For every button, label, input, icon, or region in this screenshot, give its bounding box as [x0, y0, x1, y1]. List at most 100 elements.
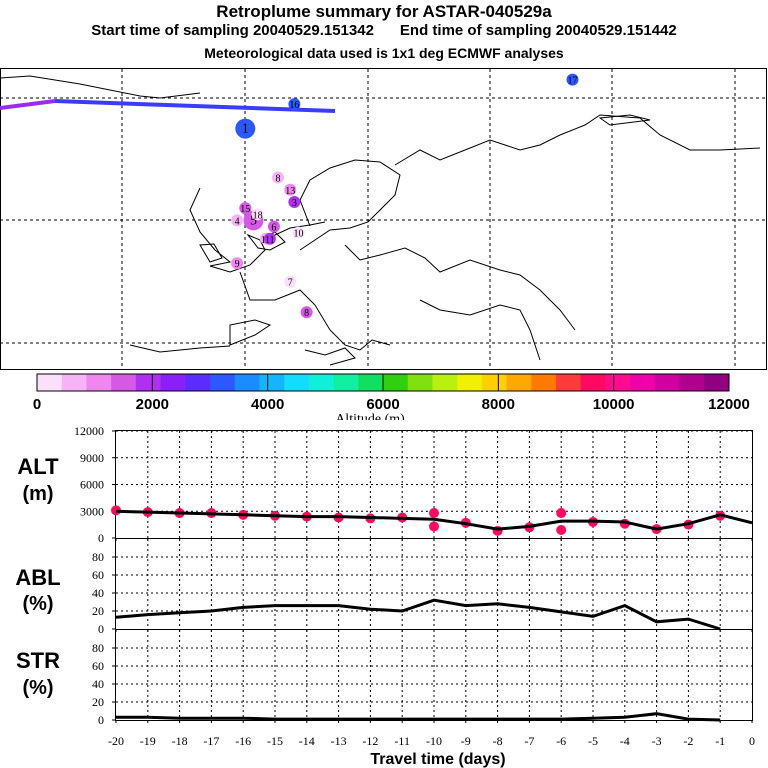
colorbar-swatch — [556, 374, 582, 391]
cluster-number: 6 — [271, 223, 276, 234]
colorbar-tick-label: 4000 — [251, 396, 284, 413]
cluster-number: 9 — [235, 259, 240, 270]
y-tick-label: 80 — [92, 550, 104, 564]
x-tick-label: -10 — [426, 734, 442, 748]
colorbar-swatch — [407, 374, 433, 391]
y-tick-label: 3000 — [80, 504, 104, 518]
cluster-number: 13 — [285, 186, 295, 197]
str-panel: STR (%) — [16, 629, 753, 721]
colorbar-swatch — [704, 374, 730, 391]
cluster-marker — [239, 202, 252, 215]
colorbar-tick-label: 6000 — [366, 396, 399, 413]
colorbar-tick-label: 2000 — [136, 396, 169, 413]
colorbar-swatch — [234, 374, 260, 391]
x-tick-label: -6 — [556, 734, 566, 748]
colorbar-swatch — [358, 374, 384, 391]
x-tick-label: 0 — [749, 734, 755, 748]
x-tick-label: -11 — [394, 734, 410, 748]
colorbar-swatch — [37, 374, 63, 391]
y-tick-label: 40 — [92, 677, 104, 691]
colorbar-label: Altitude (m) — [335, 412, 405, 420]
cluster-marker — [231, 257, 244, 270]
colorbar-swatch — [160, 374, 186, 391]
colorbar-swatch — [111, 374, 137, 391]
met-data-note: Meteorological data used is 1x1 deg ECMW… — [204, 45, 564, 61]
x-tick-label: -19 — [140, 734, 156, 748]
colorbar-swatch — [86, 374, 112, 391]
alt-scatter-point — [556, 524, 567, 535]
colorbar-swatch — [531, 374, 557, 391]
cluster-marker — [251, 208, 264, 221]
cluster-number: 4 — [235, 216, 240, 227]
x-tick-label: -12 — [362, 734, 378, 748]
series-line-str — [116, 712, 721, 722]
y-tick-label: 60 — [92, 568, 104, 582]
colorbar-tick-label: 0 — [33, 396, 41, 413]
colorbar-swatch — [605, 374, 631, 391]
cluster-marker — [272, 171, 285, 184]
series-line-abl — [115, 598, 721, 631]
panel-marks: 030006000900012000020406080020406080-20-… — [74, 424, 755, 748]
map-frame — [0, 68, 767, 370]
altitude-colorbar: 0 2000 4000 6000 8000 10000 12000 — [33, 373, 750, 413]
colorbar-swatch — [383, 374, 409, 391]
cluster-number: 17 — [568, 76, 578, 87]
colorbar-tick-label: 10000 — [593, 396, 635, 413]
str-label: STR — [16, 648, 60, 673]
cluster-number: 5 — [250, 213, 257, 228]
abl-label: ABL — [15, 565, 60, 590]
cluster-marker — [235, 118, 256, 139]
y-tick-label: 12000 — [74, 424, 104, 438]
y-tick-label: 0 — [98, 531, 104, 545]
cluster-number: 8 — [304, 308, 309, 319]
y-tick-label: 6000 — [80, 478, 104, 492]
x-tick-label: -8 — [493, 734, 503, 748]
x-tick-label: -15 — [267, 734, 283, 748]
str-unit: (%) — [22, 677, 53, 699]
colorbar-swatch — [506, 374, 532, 391]
colorbar-swatch — [481, 374, 508, 391]
y-tick-label: 0 — [98, 713, 104, 727]
cluster-marker — [263, 232, 276, 245]
series-line-alt — [115, 509, 753, 531]
colorbar-swatch — [432, 374, 458, 391]
alt-label: ALT — [17, 454, 59, 479]
cluster-marker — [284, 183, 297, 196]
y-tick-label: 80 — [92, 641, 104, 655]
cluster-marker — [300, 306, 313, 319]
cluster-number: 16 — [289, 100, 299, 111]
y-tick-label: 9000 — [80, 451, 104, 465]
cluster-number: 8 — [276, 174, 281, 185]
cluster-number: 11 — [265, 235, 275, 246]
cluster-marker — [267, 220, 280, 233]
colorbar-swatch — [630, 374, 656, 391]
cluster-number: 10 — [293, 229, 303, 240]
sampling-times: Start time of sampling 20040529.151342 En… — [0, 22, 768, 39]
y-tick-label: 20 — [92, 695, 104, 709]
x-tick-label: -4 — [620, 734, 630, 748]
x-tick-label: -20 — [108, 734, 124, 748]
colorbar-swatch — [259, 374, 285, 391]
alt-scatter-point — [429, 521, 439, 532]
colorbar-swatch — [580, 374, 606, 391]
x-tick-label: -5 — [588, 734, 598, 748]
x-tick-label: -14 — [299, 734, 315, 748]
cluster-marker — [288, 196, 301, 209]
x-tick-label: -17 — [203, 734, 219, 748]
alt-scatter-point — [429, 508, 439, 519]
cluster-number: 18 — [253, 210, 263, 221]
start-time: Start time of sampling 20040529.151342 — [91, 22, 374, 39]
x-tick-label: -18 — [172, 734, 188, 748]
cluster-number: 7 — [288, 278, 293, 289]
colorbar-swatch — [185, 374, 211, 391]
colorbar-swatch — [308, 374, 335, 391]
abl-unit: (%) — [22, 593, 53, 615]
cluster-marker — [288, 98, 301, 111]
y-tick-label: 0 — [98, 622, 104, 636]
x-axis-label: Travel time (days) — [370, 751, 505, 768]
colorbar-swatch — [654, 374, 681, 391]
x-tick-label: -1 — [715, 734, 725, 748]
y-tick-label: 40 — [92, 586, 104, 600]
y-tick-label: 60 — [92, 659, 104, 673]
